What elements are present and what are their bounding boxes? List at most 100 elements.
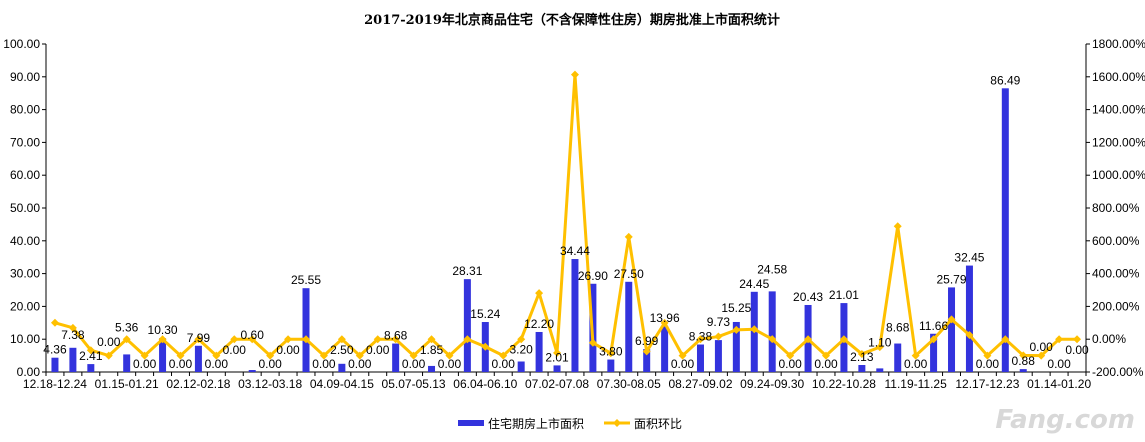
line-point — [893, 222, 902, 231]
bar — [696, 344, 704, 372]
right-tick-label: 400.00% — [1092, 267, 1140, 281]
bar — [69, 347, 77, 372]
line-point — [1019, 351, 1028, 360]
bar-data-label: 0.00 — [976, 357, 1000, 371]
left-tick-label: 10.00 — [10, 332, 40, 346]
bar — [894, 343, 902, 372]
bar-data-label: 0.00 — [1047, 357, 1071, 371]
left-tick-label: 30.00 — [10, 267, 40, 281]
bar-data-label: 12.20 — [524, 317, 554, 331]
legend-line-label: 面积环比 — [634, 417, 682, 431]
bar-data-label: 0.60 — [241, 328, 265, 342]
bar — [159, 338, 167, 372]
line-point — [212, 351, 221, 360]
line-point — [1073, 335, 1082, 344]
line-point — [409, 351, 418, 360]
bar — [87, 364, 95, 372]
line-point — [822, 351, 830, 360]
left-tick-label: 40.00 — [10, 234, 40, 248]
bar-data-label: 32.45 — [954, 251, 984, 265]
right-tick-label: 800.00% — [1092, 201, 1140, 215]
bar-data-label: 6.99 — [635, 334, 659, 348]
line-point — [266, 351, 275, 360]
bar-data-label: 0.00 — [1065, 343, 1089, 357]
line-point — [104, 351, 113, 360]
line-point — [427, 335, 436, 344]
x-tick-label: 03.12-03.18 — [238, 377, 302, 391]
line-point — [140, 351, 149, 360]
line-point — [445, 351, 454, 360]
x-tick-label: 06.04-06.10 — [453, 377, 517, 391]
bar-data-label: 15.25 — [721, 301, 751, 315]
line-point — [230, 335, 239, 344]
data-labels: 4.367.382.410.005.360.0010.300.007.990.0… — [43, 73, 1089, 371]
line-point — [606, 349, 615, 358]
bar-data-label: 7.38 — [61, 328, 85, 342]
bar — [1019, 369, 1027, 372]
line-point — [1001, 335, 1010, 344]
bar-data-label: 0.00 — [258, 357, 282, 371]
line-point — [248, 335, 257, 344]
bar-data-label: 15.24 — [470, 307, 500, 321]
bar-data-label: 0.00 — [492, 357, 516, 371]
line-point — [929, 335, 938, 344]
x-tick-label: 12.17-12.23 — [955, 377, 1019, 391]
x-tick-label: 07.30-08.05 — [597, 377, 661, 391]
bar — [535, 331, 543, 372]
line-point — [158, 335, 167, 344]
line-point — [284, 335, 293, 344]
legend-line-marker — [613, 419, 621, 427]
bar — [51, 357, 59, 372]
bar-data-label: 8.68 — [886, 321, 910, 335]
bar-data-label: 0.00 — [169, 357, 193, 371]
bar-data-label: 24.58 — [757, 262, 787, 276]
x-tick-label: 05.07-05.13 — [382, 377, 446, 391]
bar-data-label: 11.66 — [919, 319, 948, 333]
line-point — [983, 351, 992, 360]
bar — [858, 365, 866, 372]
bar-data-label: 2.13 — [850, 350, 874, 364]
line-point — [499, 351, 508, 360]
bar-data-label: 8.38 — [689, 330, 713, 344]
bar-data-label: 0.00 — [778, 357, 802, 371]
bar — [302, 288, 310, 372]
bar — [338, 363, 346, 372]
bar — [948, 287, 956, 372]
left-tick-label: 90.00 — [10, 70, 40, 84]
bar-data-label: 0.00 — [438, 357, 462, 371]
bar — [768, 291, 776, 372]
bar-data-label: 1.85 — [420, 343, 444, 357]
line-point — [768, 335, 777, 344]
bar-data-label: 0.00 — [133, 357, 157, 371]
line-path — [54, 73, 1078, 358]
bar-data-label: 2.50 — [330, 343, 354, 357]
line-point — [911, 351, 920, 360]
bar-data-label: 21.01 — [829, 288, 859, 302]
line-point — [624, 232, 633, 241]
line-point — [1037, 351, 1046, 360]
bar — [517, 361, 525, 372]
bar-data-label: 3.80 — [599, 345, 623, 359]
bar — [930, 333, 938, 372]
line-point — [302, 335, 310, 344]
line-point — [660, 318, 669, 327]
left-tick-label: 60.00 — [10, 168, 40, 182]
x-tick-label: 11.19-11.25 — [885, 377, 948, 391]
x-tick-label: 10.22-10.28 — [812, 377, 876, 391]
x-tick-label: 02.12-02.18 — [166, 377, 230, 391]
bar-data-label: 25.55 — [291, 273, 321, 287]
left-tick-label: 50.00 — [10, 201, 40, 215]
x-tick-label: 04.09-04.15 — [310, 377, 374, 391]
bar — [607, 359, 615, 372]
bar-data-label: 28.31 — [452, 264, 482, 278]
bar — [194, 345, 202, 372]
line-point — [678, 351, 687, 360]
bar-data-label: 9.73 — [707, 315, 731, 329]
right-tick-label: 600.00% — [1092, 234, 1140, 248]
chart-title: 2017-2019年北京商品住宅（不含保障性住房）期房批准上市面积统计 — [364, 12, 780, 28]
line-point — [553, 348, 562, 357]
line-point — [355, 351, 364, 360]
bar — [571, 259, 579, 372]
bar — [553, 365, 561, 372]
